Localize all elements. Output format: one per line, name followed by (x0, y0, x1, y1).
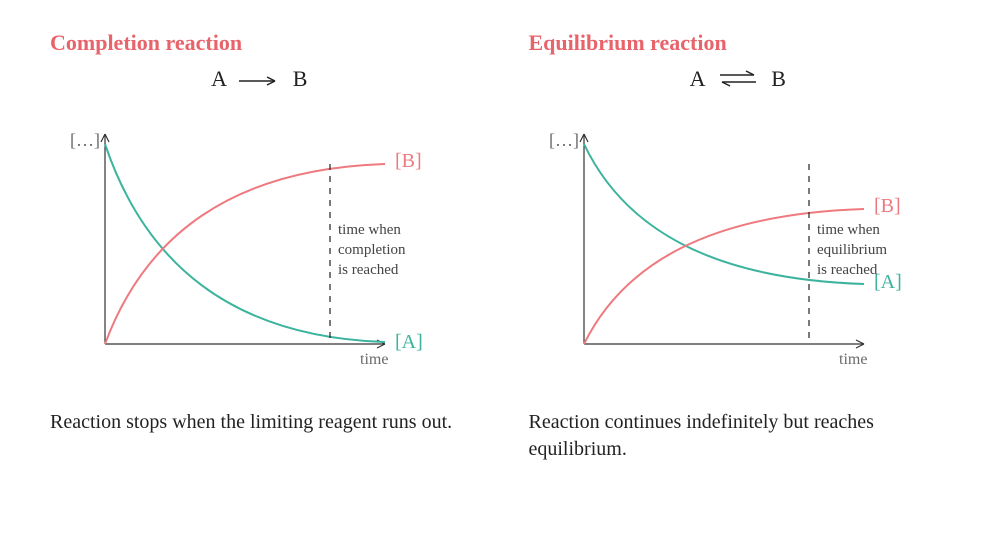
svg-text:[…]: […] (549, 130, 579, 150)
svg-text:time: time (360, 351, 388, 368)
equation-species-b: B (293, 66, 308, 91)
equilibrium-equation: A B (529, 66, 948, 94)
curve-b-label: [B] (874, 195, 901, 217)
equilibrium-chart: […] time time when equilibrium is reached [B]… (529, 114, 929, 394)
equilibrium-panel: Equilibrium reaction A B […] time time whe… (529, 30, 948, 463)
annotation-line: equilibrium (817, 242, 887, 258)
curve-a-label: [A] (395, 331, 423, 353)
svg-text:[…]: […] (70, 130, 100, 150)
completion-caption: Reaction stops when the limiting reagent… (50, 409, 469, 436)
annotation-line: is reached (817, 262, 878, 278)
equation-species-b: B (771, 66, 786, 91)
annotation-line: time when (338, 222, 401, 238)
completion-chart: […] time time when completion is reached [B] [… (50, 114, 450, 394)
completion-title: Completion reaction (50, 30, 469, 56)
annotation-line: is reached (338, 262, 399, 278)
equation-species-a: A (211, 66, 226, 91)
equilibrium-caption: Reaction continues indefinitely but reac… (529, 409, 948, 463)
completion-panel: Completion reaction A B […] time time when… (50, 30, 469, 463)
equilibrium-title: Equilibrium reaction (529, 30, 948, 56)
equation-species-a: A (690, 66, 705, 91)
equilibrium-arrow-icon (716, 68, 760, 94)
forward-arrow-icon (237, 68, 281, 94)
svg-text:time: time (839, 351, 867, 368)
annotation-line: time when (817, 222, 880, 238)
curve-a-label: [A] (874, 271, 902, 293)
annotation-line: completion (338, 242, 406, 258)
completion-equation: A B (50, 66, 469, 94)
curve-b-label: [B] (395, 150, 422, 172)
